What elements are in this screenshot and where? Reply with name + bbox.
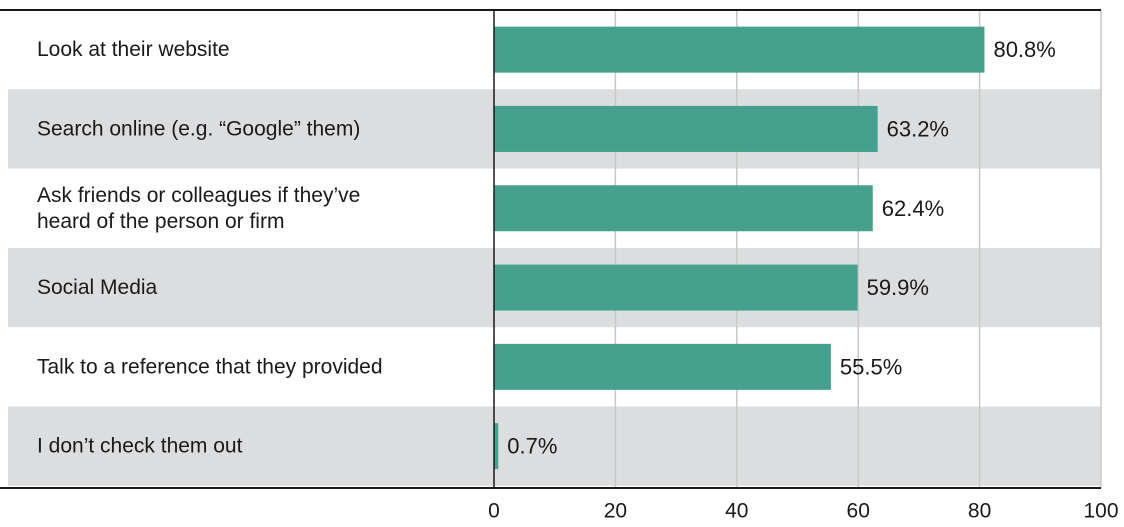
x-tick-labels: 0 20 40 60 80 100 xyxy=(488,500,1118,523)
category-label: Social Media xyxy=(37,276,158,299)
value-label: 63.2% xyxy=(887,116,949,141)
value-label: 80.8% xyxy=(993,37,1055,62)
bar xyxy=(494,26,985,73)
category-label: Search online (e.g. “Google” them) xyxy=(37,117,360,140)
axes xyxy=(0,9,1101,489)
category-labels: Look at their website Search online (e.g.… xyxy=(37,38,383,458)
bar xyxy=(494,105,878,152)
category-label: Ask friends or colleagues if they’ve xyxy=(37,184,360,207)
bar xyxy=(494,185,873,232)
value-label: 62.4% xyxy=(882,196,944,221)
x-tick-label: 0 xyxy=(488,500,500,523)
row-band xyxy=(8,406,1101,486)
value-label: 59.9% xyxy=(867,275,929,300)
category-label: Talk to a reference that they provided xyxy=(37,355,383,378)
x-tick-label: 100 xyxy=(1083,500,1118,523)
category-label: heard of the person or firm xyxy=(37,210,284,233)
x-tick-label: 80 xyxy=(968,500,991,523)
category-label: Look at their website xyxy=(37,38,230,61)
category-label: I don’t check them out xyxy=(37,435,243,458)
value-labels: 80.8% 63.2% 62.4% 59.9% 55.5% 0.7% xyxy=(507,37,1056,459)
x-tick-label: 60 xyxy=(847,500,870,523)
x-tick-label: 40 xyxy=(725,500,748,523)
bars xyxy=(494,26,985,470)
gridlines xyxy=(614,10,1102,488)
bar xyxy=(494,264,858,311)
bar xyxy=(494,423,499,470)
x-tick-label: 20 xyxy=(604,500,627,523)
value-label: 0.7% xyxy=(507,434,557,459)
value-label: 55.5% xyxy=(840,354,902,379)
bar xyxy=(494,343,831,390)
